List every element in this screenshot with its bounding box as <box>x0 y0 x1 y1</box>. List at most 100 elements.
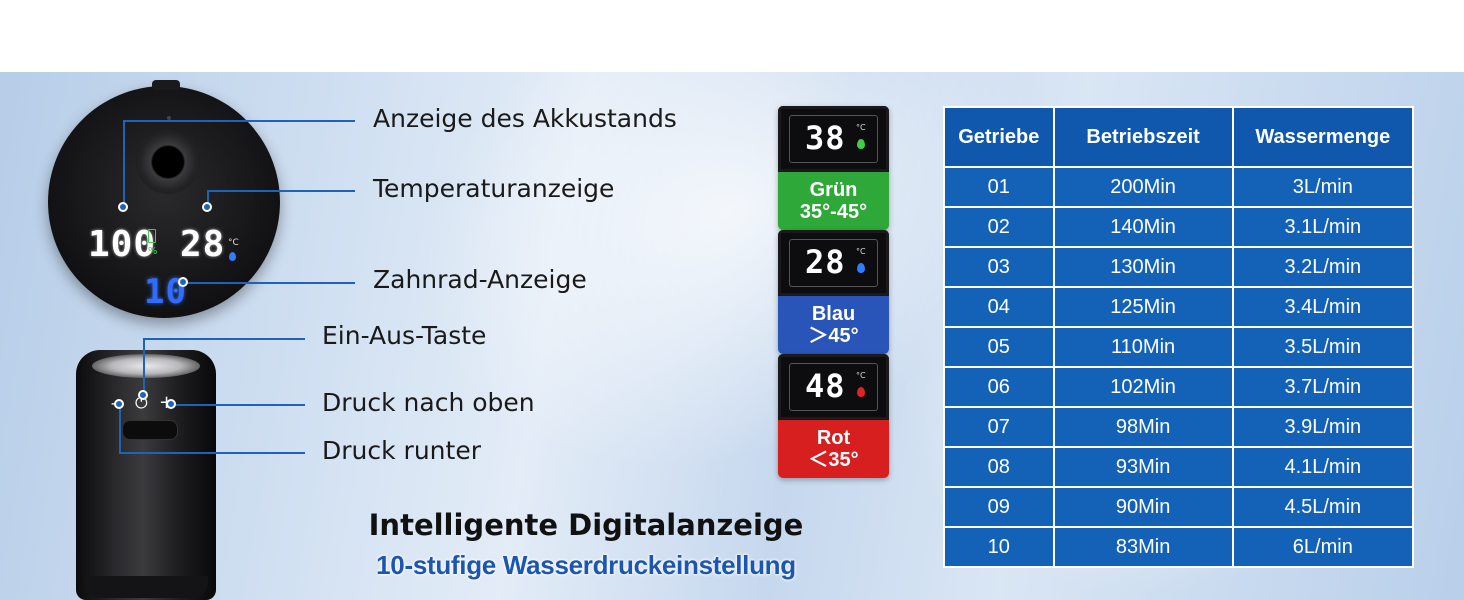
device-clip <box>152 80 180 90</box>
temp-card-range: ＜35° <box>808 449 859 471</box>
table-cell: 83Min <box>1052 526 1234 568</box>
temp-card-range: ＞45° <box>808 325 859 347</box>
table-cell: 3.2L/min <box>1231 246 1415 288</box>
water-drop-icon <box>857 263 865 273</box>
table-cell: 03 <box>943 246 1055 288</box>
table-cell: 3.9L/min <box>1231 406 1415 448</box>
callout-line <box>207 190 209 212</box>
callout-power-label: Ein-Aus-Taste <box>322 321 487 350</box>
table-cell: 08 <box>943 446 1055 488</box>
temp-card-unit: °C <box>856 371 866 380</box>
table-row: 02 140Min 3.1L/min <box>943 206 1415 248</box>
table-header-water: Wassermenge <box>1231 106 1415 168</box>
table-cell: 3.4L/min <box>1231 286 1415 328</box>
table-row: 04 125Min 3.4L/min <box>943 286 1415 328</box>
sensor-dot <box>167 116 171 120</box>
table-cell: 3.1L/min <box>1231 206 1415 248</box>
callout-dot <box>114 399 124 409</box>
table-cell: 130Min <box>1052 246 1234 288</box>
callout-dot <box>138 390 148 400</box>
temp-card-name: Rot <box>816 427 851 449</box>
table-cell: 07 <box>943 406 1055 448</box>
callout-temperature-label: Temperaturanzeige <box>373 174 615 203</box>
device-top-cap <box>92 354 200 378</box>
temp-card-blue: 28 °C Blau ＞45° <box>778 230 889 354</box>
temp-card-value: 28 <box>805 243 846 281</box>
callout-line <box>143 338 145 400</box>
table-row: 05 110Min 3.5L/min <box>943 326 1415 368</box>
table-row: 06 102Min 3.7L/min <box>943 366 1415 408</box>
callout-dot <box>202 202 212 212</box>
callout-dot <box>118 202 128 212</box>
table-cell: 6L/min <box>1231 526 1415 568</box>
callout-battery-label: Anzeige des Akkustands <box>373 104 677 133</box>
temp-card-green: 38 °C Grün 35°-45° <box>778 106 889 230</box>
temp-card-screen: 48 °C <box>778 354 889 420</box>
table-cell: 93Min <box>1052 446 1234 488</box>
table-cell: 102Min <box>1052 366 1234 408</box>
callout-line <box>119 452 305 454</box>
table-cell: 06 <box>943 366 1055 408</box>
table-row: 01 200Min 3L/min <box>943 166 1415 208</box>
table-cell: 110Min <box>1052 326 1234 368</box>
callout-line <box>184 282 355 284</box>
temp-card-unit: °C <box>856 247 866 256</box>
table-row: 07 98Min 3.9L/min <box>943 406 1415 448</box>
temp-card-name: Blau <box>811 303 856 325</box>
table-cell: 90Min <box>1052 486 1234 528</box>
temp-card-red: 48 °C Rot ＜35° <box>778 354 889 478</box>
gear-table: Getriebe Betriebszeit Wassermenge 01 200M… <box>943 106 1415 568</box>
battery-level-readout: 100 <box>88 224 157 265</box>
table-row: 09 90Min 4.5L/min <box>943 486 1415 528</box>
table-cell: 4.5L/min <box>1231 486 1415 528</box>
table-header-row: Getriebe Betriebszeit Wassermenge <box>943 106 1415 168</box>
callout-line <box>123 120 355 122</box>
temp-card-band: Blau ＞45° <box>778 296 889 354</box>
device-display-head: 100 % 28 °C 10 <box>48 80 280 318</box>
callout-line <box>119 404 121 452</box>
table-cell: 09 <box>943 486 1055 528</box>
temp-card-band: Grün 35°-45° <box>778 172 889 230</box>
table-cell: 10 <box>943 526 1055 568</box>
table-header-runtime: Betriebszeit <box>1052 106 1234 168</box>
battery-percent-unit: % <box>148 246 158 257</box>
table-row: 10 83Min 6L/min <box>943 526 1415 568</box>
callout-line <box>123 120 125 212</box>
callout-line <box>170 404 305 406</box>
table-header-gear: Getriebe <box>943 106 1055 168</box>
table-cell: 4.1L/min <box>1231 446 1415 488</box>
water-drop-icon <box>857 139 865 149</box>
temp-card-value: 38 <box>805 119 846 157</box>
table-cell: 04 <box>943 286 1055 328</box>
device-body: − ⏻ + <box>76 350 216 600</box>
temp-card-unit: °C <box>856 123 866 132</box>
temperature-readout: 28 <box>180 224 226 265</box>
device-base <box>84 576 208 598</box>
device-slot <box>122 420 178 440</box>
table-cell: 05 <box>943 326 1055 368</box>
table-cell: 01 <box>943 166 1055 208</box>
table-cell: 125Min <box>1052 286 1234 328</box>
callout-dot <box>178 277 188 287</box>
water-nozzle <box>136 130 200 194</box>
callout-gear-label: Zahnrad-Anzeige <box>373 265 587 294</box>
table-cell: 3L/min <box>1231 166 1415 208</box>
callout-pressure-up-label: Druck nach oben <box>322 388 535 417</box>
temp-card-band: Rot ＜35° <box>778 420 889 478</box>
callout-line <box>207 190 355 192</box>
water-drop-icon <box>229 252 236 261</box>
table-row: 08 93Min 4.1L/min <box>943 446 1415 488</box>
temp-card-screen: 28 °C <box>778 230 889 296</box>
table-cell: 3.7L/min <box>1231 366 1415 408</box>
temp-card-name: Grün <box>809 179 858 201</box>
table-cell: 140Min <box>1052 206 1234 248</box>
table-cell: 02 <box>943 206 1055 248</box>
temperature-unit: °C <box>228 238 239 248</box>
battery-icon <box>148 229 156 243</box>
callout-line <box>143 338 305 340</box>
temp-card-range: 35°-45° <box>799 201 868 223</box>
callout-dot <box>166 399 176 409</box>
water-drop-icon <box>857 387 865 397</box>
callout-pressure-down-label: Druck runter <box>322 436 481 465</box>
subheadline: 10-stufige Wasserdruckeinstellung <box>376 550 796 580</box>
